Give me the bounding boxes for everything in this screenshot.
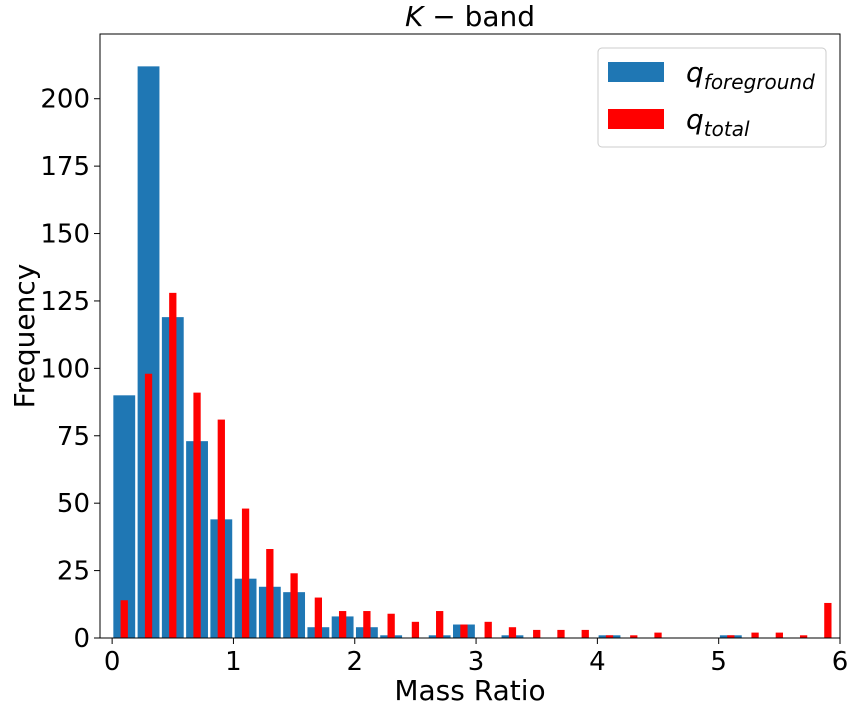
bar-total-5 (241, 508, 250, 638)
bar-total-6 (266, 549, 274, 638)
bar-total-14 (460, 624, 468, 638)
bar-total-17 (533, 629, 541, 638)
x-tick-label-2: 2 (346, 647, 363, 677)
legend-swatch-foreground (608, 62, 664, 82)
bar-total-22 (654, 632, 662, 638)
legend: qforeground qtotal (597, 47, 827, 148)
chart-title-rest: − band (423, 0, 535, 33)
legend-label-total: qtotal (686, 103, 750, 141)
bar-total-9 (338, 611, 347, 638)
chart-title-symbol: K (405, 0, 426, 33)
x-axis-ticks: 0 1 2 3 4 5 6 (104, 638, 848, 677)
bar-total-0 (120, 600, 128, 638)
y-tick-label-200: 200 (40, 85, 90, 115)
legend-swatch-total (608, 109, 664, 129)
bar-foreground-1 (137, 66, 160, 639)
y-tick-label-150: 150 (40, 220, 90, 250)
bar-total-8 (314, 597, 322, 638)
x-tick-label-1: 1 (225, 647, 242, 677)
y-tick-label-175: 175 (40, 152, 90, 182)
x-tick-label-0: 0 (104, 647, 121, 677)
bar-total-20 (605, 635, 614, 638)
x-tick-label-3: 3 (468, 647, 485, 677)
x-tick-label-4: 4 (589, 647, 606, 677)
bar-foreground-0 (113, 395, 136, 638)
y-tick-label-125: 125 (40, 287, 90, 317)
legend-label-total-sub: total (704, 117, 750, 141)
bars-layer (113, 66, 832, 639)
bar-total-25 (727, 635, 735, 638)
y-tick-label-0: 0 (73, 624, 90, 654)
y-tick-label-100: 100 (40, 354, 90, 384)
bar-total-1 (144, 373, 153, 638)
legend-label-foreground-sub: foreground (704, 70, 815, 94)
y-axis-label: Frequency (8, 264, 41, 409)
bar-total-18 (557, 629, 565, 638)
bar-total-16 (508, 627, 517, 638)
bar-total-4 (217, 419, 225, 638)
bar-total-29 (824, 602, 832, 638)
bar-total-12 (411, 621, 420, 638)
bar-total-10 (363, 611, 371, 638)
x-tick-label-6: 6 (832, 647, 849, 677)
y-axis-ticks: 0 25 50 75 100 125 150 175 200 (40, 85, 100, 654)
x-tick-label-5: 5 (710, 647, 727, 677)
bar-total-2 (169, 292, 177, 638)
bar-total-19 (581, 629, 589, 638)
y-tick-label-25: 25 (57, 557, 90, 587)
bar-total-27 (775, 632, 783, 638)
y-tick-label-50: 50 (57, 489, 90, 519)
bar-total-11 (387, 613, 395, 638)
bar-total-26 (751, 632, 759, 638)
x-axis-label: Mass Ratio (394, 674, 545, 707)
legend-label-foreground: qforeground (686, 56, 815, 94)
bar-total-28 (799, 635, 808, 638)
bar-total-15 (484, 621, 492, 638)
bar-total-13 (436, 611, 444, 638)
plot-frame (99, 33, 841, 639)
y-tick-label-75: 75 (57, 422, 90, 452)
chart-title: K − band (405, 0, 535, 33)
bar-total-7 (290, 573, 298, 638)
bar-total-3 (193, 392, 201, 639)
bar-total-21 (630, 635, 638, 638)
legend-label-total-base: q (686, 103, 704, 136)
legend-label-foreground-base: q (686, 56, 704, 89)
